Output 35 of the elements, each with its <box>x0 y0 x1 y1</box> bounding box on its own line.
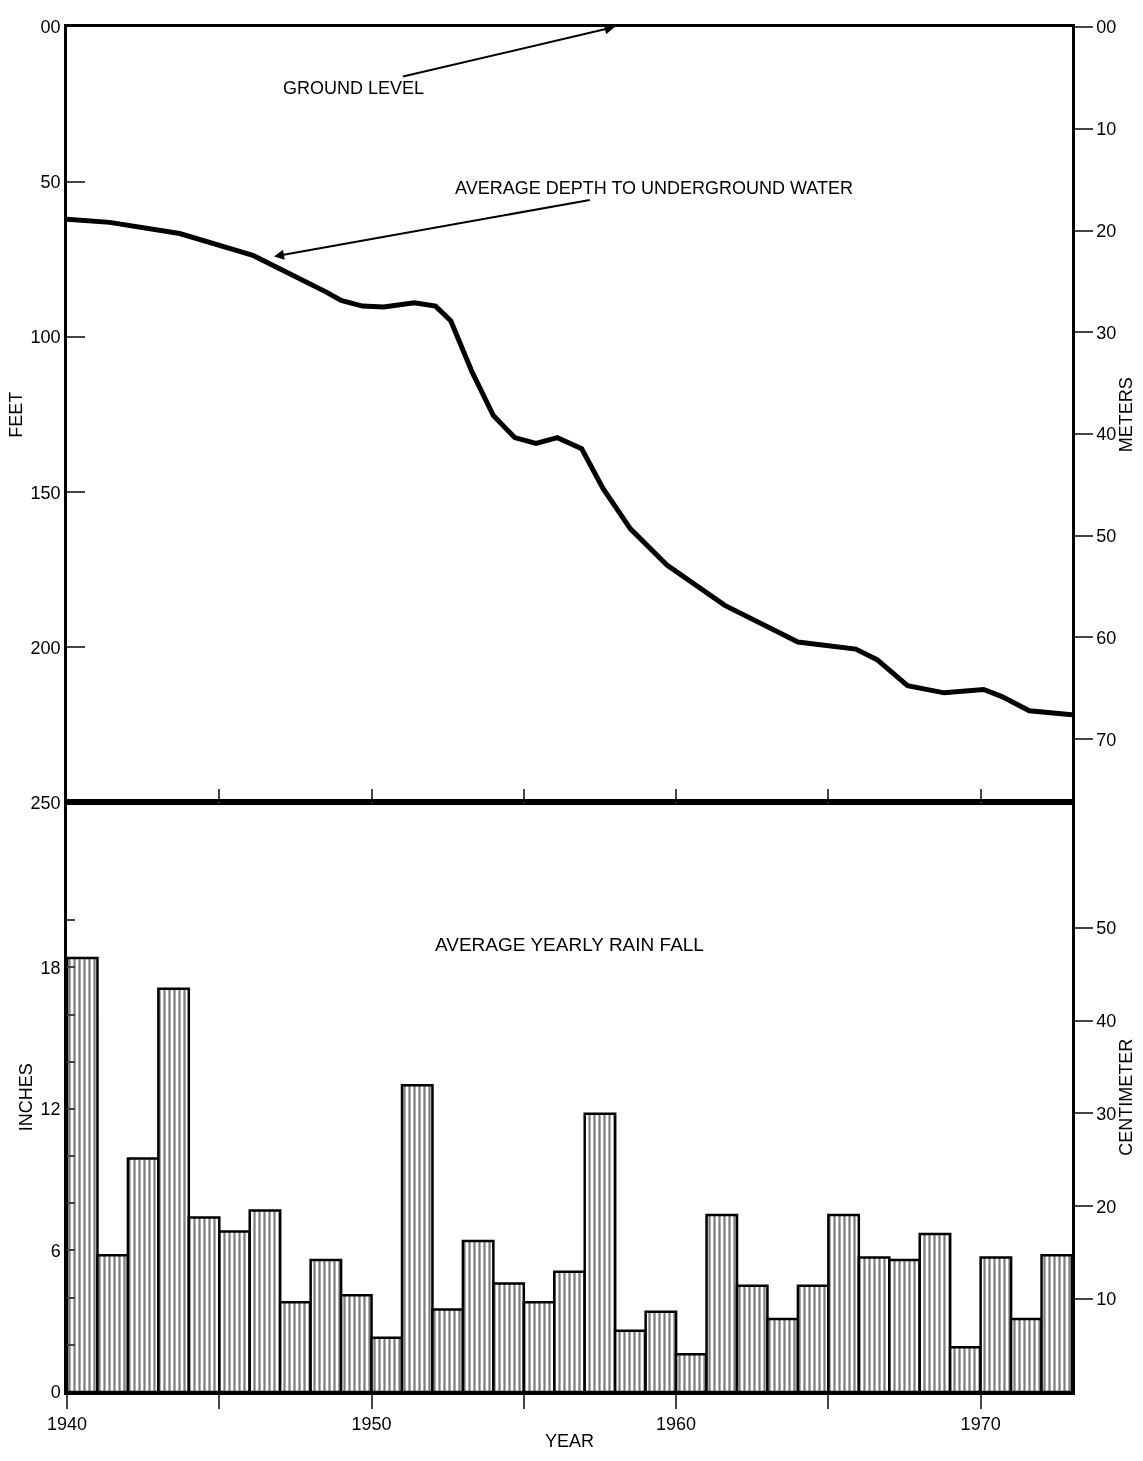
annotation: AVERAGE DEPTH TO UNDERGROUND WATER <box>455 178 854 198</box>
y-tick-label: 6 <box>50 1240 61 1261</box>
y2-tick-label: 30 <box>1096 1103 1117 1124</box>
y2-tick-label: 20 <box>1096 1196 1117 1217</box>
y-tick-label: 150 <box>30 482 61 503</box>
y-axis-title: INCHES <box>15 1063 36 1132</box>
y2-tick-label: 20 <box>1096 220 1117 241</box>
y2-axis-title: CENTIMETER <box>1116 1038 1137 1156</box>
x-tick-label: 1970 <box>960 1414 1001 1435</box>
text: AVERAGE YEARLY RAIN FALL <box>435 934 704 955</box>
y2-tick-label: 10 <box>1096 119 1117 140</box>
y2-tick-label: 40 <box>1096 1010 1117 1031</box>
y2-tick-label: 60 <box>1096 627 1117 648</box>
y-tick-label: 100 <box>30 327 61 348</box>
y-tick-label: 18 <box>40 957 61 978</box>
y2-tick-label: 50 <box>1096 917 1117 938</box>
y-tick-label: 50 <box>40 172 61 193</box>
y2-tick-label: 30 <box>1096 322 1117 343</box>
y-tick-label: 12 <box>40 1099 61 1120</box>
y2-tick-label: 00 <box>1096 17 1117 38</box>
y2-tick-label: 40 <box>1096 424 1117 445</box>
y-tick-label: 250 <box>30 792 61 813</box>
x-axis-title: YEAR <box>544 1431 595 1452</box>
x-tick-label: 1960 <box>656 1414 697 1435</box>
y2-tick-label: 50 <box>1096 526 1117 547</box>
annotation: GROUND LEVEL <box>283 78 425 98</box>
y-tick-label: 200 <box>30 637 61 658</box>
y2-tick-label: 70 <box>1096 729 1117 750</box>
y-tick-label: 00 <box>40 17 61 38</box>
x-tick-label: 1940 <box>46 1414 88 1435</box>
y-tick-label: 0 <box>50 1382 61 1403</box>
y2-axis-title: METERS <box>1116 377 1137 453</box>
y2-tick-label: 10 <box>1096 1289 1117 1310</box>
y-axis-title: FEET <box>5 391 26 438</box>
x-tick-label: 1950 <box>351 1414 392 1435</box>
